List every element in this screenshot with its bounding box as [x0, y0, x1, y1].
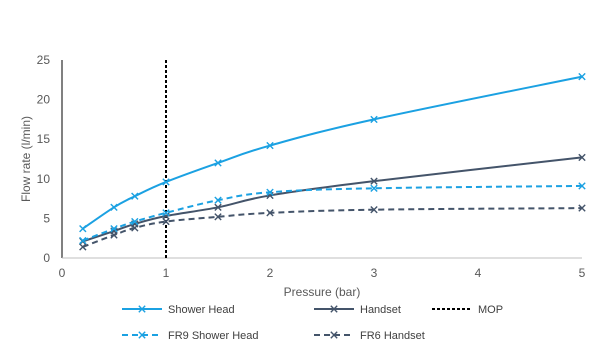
y-tick-label: 20: [37, 93, 51, 107]
data-point-handset: [214, 203, 222, 212]
data-point-shower-head: [266, 141, 274, 150]
series-line-fr6-handset: [82, 207, 583, 248]
data-point-fr6-handset: [79, 243, 87, 251]
legend-label-mop: MOP: [478, 304, 503, 316]
legend-label-handset: Handset: [360, 304, 401, 316]
y-tick-label: 15: [37, 132, 51, 146]
legend-item-fr9-shower-head: FR9 Shower Head: [122, 330, 259, 342]
data-point-shower-head: [370, 115, 378, 124]
data-point-fr9-shower-head: [131, 217, 139, 226]
legend-item-fr6-handset: FR6 Handset: [314, 330, 425, 342]
data-point-fr6-handset: [214, 213, 222, 221]
series-handset: [79, 153, 586, 246]
data-point-fr6-handset: [266, 209, 274, 217]
legend-label-shower-head: Shower Head: [168, 304, 235, 316]
axes: 0 5 10 15 20 25 0 1 2 3 4 5: [37, 53, 586, 280]
series-line-shower-head: [82, 75, 583, 230]
data-point-fr6-handset: [578, 204, 586, 212]
series-fr9-shower-head: [79, 182, 586, 245]
legend-marker-handset: [330, 305, 338, 313]
series-fr6-handset: [79, 204, 586, 251]
legend-item-handset: Handset: [314, 304, 401, 316]
x-tick-label: 5: [579, 266, 586, 280]
legend-marker-fr9-shower-head: [138, 331, 146, 339]
legend-label-fr6-handset: FR6 Handset: [360, 330, 425, 342]
legend-marker-shower-head: [138, 305, 146, 313]
data-point-fr9-shower-head: [370, 184, 378, 192]
data-point-fr9-shower-head: [162, 209, 170, 217]
y-axis-title: Flow rate (l/min): [19, 116, 33, 202]
x-tick-label: 3: [371, 266, 378, 280]
series-line-fr9-shower-head: [82, 184, 583, 242]
data-point-shower-head: [578, 72, 586, 81]
y-tick-label: 5: [43, 211, 50, 225]
legend-item-mop: MOP: [432, 304, 503, 316]
y-tick-label: 25: [37, 53, 51, 67]
data-point-handset: [370, 177, 378, 185]
x-tick-label: 2: [267, 266, 274, 280]
data-point-shower-head: [162, 178, 170, 186]
data-point-fr6-handset: [162, 217, 170, 226]
data-point-fr9-shower-head: [79, 236, 87, 245]
data-point-fr9-shower-head: [110, 225, 118, 233]
legend-marker-fr6-handset: [330, 331, 338, 339]
data-point-fr9-shower-head: [214, 196, 222, 204]
data-point-fr6-handset: [370, 205, 378, 214]
y-tick-label: 0: [43, 251, 50, 265]
data-point-shower-head: [110, 203, 118, 212]
data-point-handset: [578, 153, 586, 162]
y-tick-label: 10: [37, 172, 51, 186]
series-shower-head: [79, 72, 586, 233]
data-point-shower-head: [131, 192, 139, 200]
legend-label-fr9-shower-head: FR9 Shower Head: [168, 330, 259, 342]
legend-item-shower-head: Shower Head: [122, 304, 235, 316]
x-tick-label: 0: [59, 266, 66, 280]
legend: Shower Head Handset MOP FR9 Shower Head FR6 …: [122, 304, 503, 342]
series-line-handset: [82, 156, 583, 243]
data-point-fr9-shower-head: [266, 188, 274, 196]
x-axis-title: Pressure (bar): [284, 285, 361, 299]
x-tick-label: 1: [163, 266, 170, 280]
series-layer: [79, 60, 586, 258]
data-point-shower-head: [214, 159, 222, 167]
data-point-shower-head: [79, 225, 87, 233]
x-tick-label: 4: [475, 266, 482, 280]
data-point-fr9-shower-head: [578, 182, 586, 190]
